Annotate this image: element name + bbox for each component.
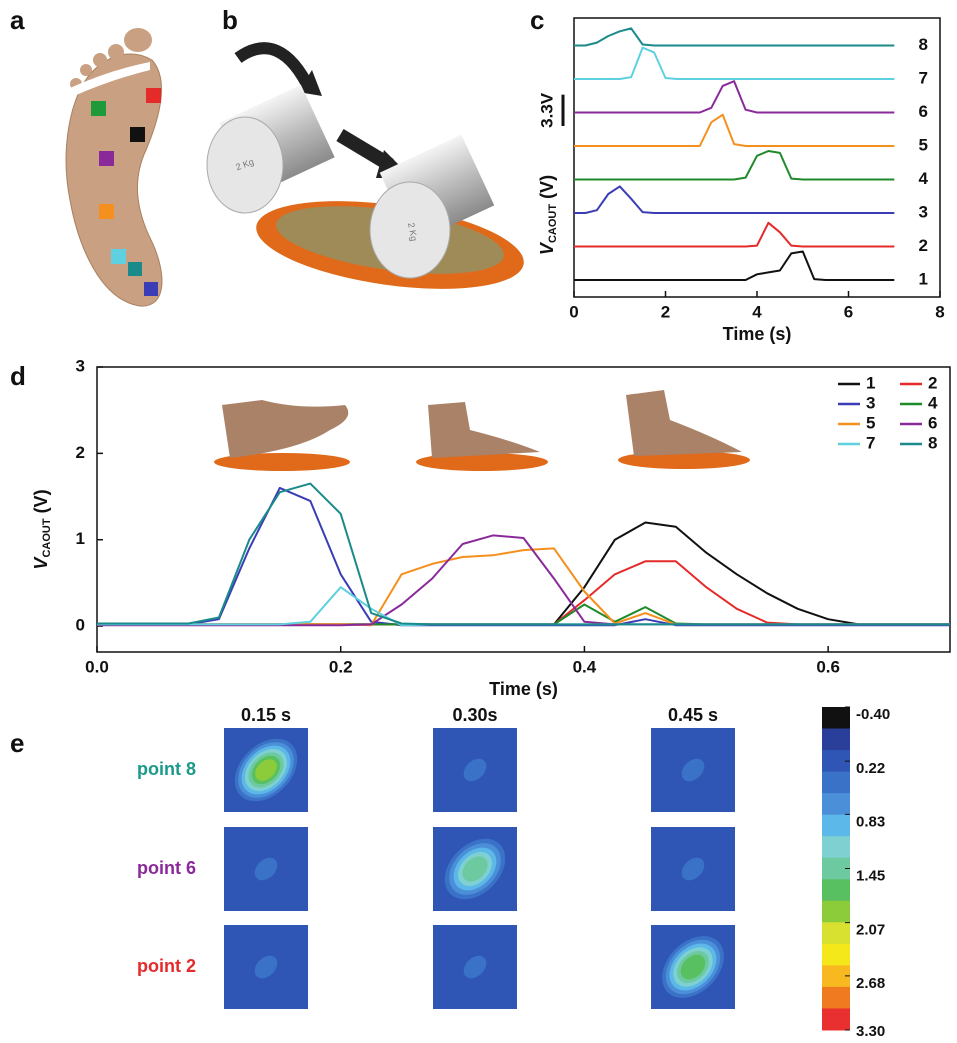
panel-label: d <box>10 361 26 391</box>
y-tick-label: 0 <box>76 616 85 635</box>
figure: a b 2 Kg 2 Kg c <box>0 0 957 1043</box>
series-line <box>574 186 894 213</box>
series-line <box>574 115 894 146</box>
colorbar-band <box>822 815 850 837</box>
row-label: point 2 <box>137 956 196 976</box>
trace-label: 3 <box>919 202 928 221</box>
series-line <box>574 81 894 112</box>
colorbar-band <box>822 901 850 923</box>
trace-label: 6 <box>919 102 928 121</box>
legend-label: 4 <box>928 393 938 412</box>
x-tick-label: 0.2 <box>329 657 353 676</box>
x-axis-label: Time (s) <box>489 679 558 699</box>
panel-label: c <box>530 5 544 35</box>
series-line <box>574 48 894 79</box>
colorbar-band <box>822 707 850 729</box>
row-label: point 6 <box>137 858 196 878</box>
panel-label: b <box>222 5 238 35</box>
series-line <box>97 535 950 625</box>
legend-label: 7 <box>866 433 875 452</box>
y-axis-label: VCAOUT (V) <box>537 175 559 255</box>
y-tick-label: 3 <box>76 356 85 375</box>
foot-illustration <box>66 28 162 306</box>
x-axis-label: Time (s) <box>723 324 792 344</box>
colorbar-band <box>822 836 850 858</box>
x-tick-label: 0.0 <box>85 657 109 676</box>
series-line <box>574 151 894 180</box>
x-tick-label: 8 <box>935 302 944 321</box>
colorbar-tick-label: -0.40 <box>856 706 890 723</box>
row-label: point 8 <box>137 759 196 779</box>
legend-label: 3 <box>866 393 875 412</box>
x-tick-label: 0.6 <box>816 657 840 676</box>
legend-label: 1 <box>866 373 875 392</box>
colorbar-tick-label: 2.68 <box>856 975 885 992</box>
colorbar-band <box>822 793 850 815</box>
colorbar-tick-label: 2.07 <box>856 922 885 939</box>
colorbar-band <box>822 729 850 751</box>
x-tick-label: 4 <box>752 302 762 321</box>
y-axis-label: VCAOUT (V) <box>31 489 53 569</box>
trace-label: 1 <box>919 269 928 288</box>
panel-label: e <box>10 728 24 758</box>
column-label: 0.30s <box>452 705 497 725</box>
series-line <box>574 223 894 247</box>
series-line <box>97 561 950 624</box>
series-line <box>97 484 950 625</box>
colorbar-tick-label: 1.45 <box>856 867 885 884</box>
colorbar-tick-label: 0.83 <box>856 813 885 830</box>
legend-label: 5 <box>866 413 875 432</box>
trace-label: 5 <box>919 135 928 154</box>
legend-label: 2 <box>928 373 937 392</box>
series-line <box>574 28 894 45</box>
colorbar-tick-label: 3.30 <box>856 1023 885 1040</box>
foot-icons <box>214 390 750 471</box>
column-label: 0.45 s <box>668 705 718 725</box>
panel-label: a <box>10 5 25 35</box>
colorbar-band <box>822 772 850 794</box>
y-tick-label: 1 <box>76 529 85 548</box>
trace-label: 8 <box>919 35 928 54</box>
colorbar-band <box>822 987 850 1009</box>
x-tick-label: 0.4 <box>573 657 597 676</box>
series-line <box>97 548 950 625</box>
x-tick-label: 6 <box>844 302 853 321</box>
colorbar-tick-label: 0.22 <box>856 760 885 777</box>
colorbar-band <box>822 965 850 987</box>
x-tick-label: 2 <box>661 302 670 321</box>
colorbar-band <box>822 922 850 944</box>
legend-label: 6 <box>928 413 937 432</box>
y-label-unit: (V) <box>537 175 557 204</box>
y-label-subscript: CAOUT <box>41 518 53 557</box>
y-label-unit: (V) <box>31 489 51 518</box>
trace-label: 4 <box>919 169 929 188</box>
trace-label: 2 <box>919 236 928 255</box>
column-label: 0.15 s <box>241 705 291 725</box>
colorbar-band <box>822 944 850 966</box>
y-tick-label: 2 <box>76 443 85 462</box>
colorbar-band <box>822 1008 850 1030</box>
legend-label: 8 <box>928 433 937 452</box>
trace-label: 7 <box>919 68 928 87</box>
series-line <box>574 252 894 281</box>
insole-illustration <box>207 48 529 303</box>
colorbar-band <box>822 879 850 901</box>
y-label-subscript: CAOUT <box>547 204 559 243</box>
x-tick-label: 0 <box>569 302 578 321</box>
scale-bar-label: 3.3V <box>537 92 556 128</box>
